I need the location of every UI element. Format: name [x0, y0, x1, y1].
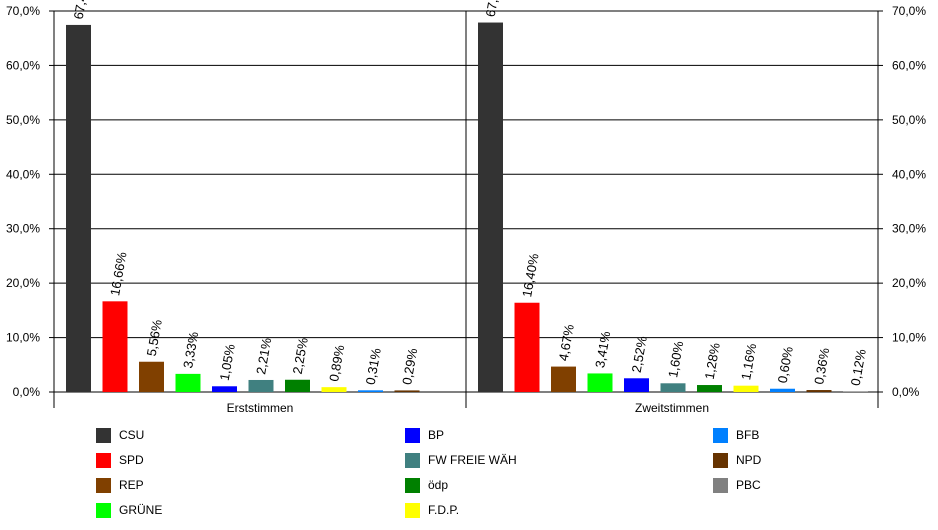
- y-tick-label-left: 10,0%: [6, 331, 40, 345]
- bar-data-label: 0,31%: [363, 346, 384, 385]
- bar: [551, 366, 576, 392]
- bar: [285, 379, 310, 392]
- bar-data-label: 3,41%: [592, 330, 613, 369]
- y-tick-label-left: 20,0%: [6, 276, 40, 290]
- bar-data-label: 3,33%: [180, 330, 201, 369]
- bar-data-label: 1,60%: [665, 339, 686, 378]
- bar-data-label: 0,29%: [399, 347, 420, 386]
- y-tick-label-left: 60,0%: [6, 58, 40, 72]
- bar-data-label: 2,25%: [290, 336, 311, 375]
- bar-data-label: 0,89%: [326, 343, 347, 382]
- bar-data-label: 2,21%: [253, 336, 274, 375]
- bar-data-label: 0,60%: [775, 345, 796, 384]
- bar-data-label: 1,28%: [702, 341, 723, 380]
- bar-data-label: 1,16%: [738, 342, 759, 381]
- y-tick-label-right: 0,0%: [892, 385, 920, 399]
- y-tick-label-left: 70,0%: [6, 4, 40, 18]
- y-tick-label-left: 0,0%: [13, 385, 41, 399]
- bar-data-label: 4,67%: [556, 323, 577, 362]
- bar: [358, 390, 383, 392]
- bar: [212, 386, 237, 392]
- bar: [733, 385, 759, 392]
- y-tick-label-right: 50,0%: [892, 113, 926, 127]
- bar: [139, 361, 164, 392]
- x-group-label: Erststimmen: [227, 401, 294, 415]
- y-tick-label-right: 30,0%: [892, 222, 926, 236]
- x-group-label: Zweitstimmen: [635, 401, 709, 415]
- bar-data-label: 2,52%: [629, 334, 650, 373]
- bar: [806, 390, 832, 392]
- y-tick-label-right: 20,0%: [892, 276, 926, 290]
- bar: [394, 390, 420, 392]
- y-tick-label-right: 60,0%: [892, 58, 926, 72]
- bar: [770, 388, 795, 392]
- y-tick-label-right: 10,0%: [892, 331, 926, 345]
- bar: [660, 383, 686, 392]
- bar: [843, 391, 868, 392]
- bar-data-label: 16,40%: [519, 252, 542, 298]
- y-tick-label-left: 40,0%: [6, 167, 40, 181]
- bar-data-label: 5,56%: [144, 318, 165, 357]
- bar-data-label: 1,05%: [217, 342, 238, 381]
- y-tick-label-left: 50,0%: [6, 113, 40, 127]
- bar-data-label: 0,12%: [848, 348, 869, 387]
- y-tick-label-right: 40,0%: [892, 167, 926, 181]
- bar: [697, 385, 722, 392]
- bar: [248, 379, 274, 392]
- bar: [478, 22, 503, 393]
- bar: [66, 24, 91, 392]
- bar-data-label: 16,66%: [107, 250, 130, 296]
- bar: [624, 378, 649, 392]
- bar: [587, 373, 613, 392]
- y-tick-label-right: 70,0%: [892, 4, 926, 18]
- y-tick-label-left: 30,0%: [6, 222, 40, 236]
- bar: [321, 387, 347, 392]
- bar-data-label: 67,88%: [483, 0, 506, 18]
- bar: [514, 302, 540, 392]
- bar-data-label: 0,36%: [811, 346, 832, 385]
- bar-data-label: 67,44%: [71, 0, 94, 20]
- bar: [175, 373, 201, 392]
- bar: [102, 301, 128, 392]
